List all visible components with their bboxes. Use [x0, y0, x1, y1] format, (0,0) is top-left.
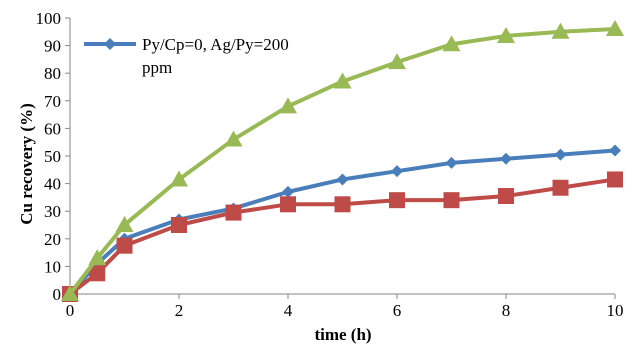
data-point-square: [225, 204, 242, 221]
data-point-diamond: [609, 144, 621, 157]
data-point-square: [389, 192, 405, 209]
legend: Py/Cp=0, Ag/Py=200 ppm: [84, 35, 289, 77]
data-point-square: [607, 171, 623, 188]
data-point-square: [552, 179, 569, 196]
data-point-square: [89, 265, 106, 282]
y-tick-label: 60: [44, 119, 61, 138]
data-point-triangle: [606, 20, 624, 37]
y-tick-label: 10: [44, 257, 61, 276]
x-tick-label: 6: [393, 301, 402, 320]
y-tick-label: 40: [44, 175, 61, 194]
y-axis-title: Cu recovery (%): [17, 103, 36, 224]
data-point-square: [334, 196, 351, 213]
x-tick-label: 2: [175, 301, 184, 320]
series-1: [64, 144, 621, 300]
axes: 0 10 20 30 40 50 60 70 80 90 100 0 2 4 6 8 10: [36, 9, 624, 320]
y-tick-label: 70: [44, 92, 61, 111]
data-point-diamond: [554, 148, 567, 161]
series-3: [61, 20, 624, 301]
data-point-triangle: [551, 22, 570, 39]
data-point-triangle: [224, 130, 243, 147]
data-point-triangle: [388, 53, 406, 70]
data-point-square: [171, 217, 187, 233]
data-point-diamond: [391, 165, 403, 178]
data-point-triangle: [279, 97, 297, 114]
x-axis-title: time (h): [314, 325, 371, 344]
data-point-triangle: [88, 249, 107, 266]
data-point-triangle: [497, 26, 515, 43]
y-tick-label: 100: [36, 9, 62, 28]
series-2: [62, 171, 623, 302]
y-tick-label: 30: [44, 202, 61, 221]
data-point-square: [116, 237, 133, 254]
data-point-diamond: [282, 185, 294, 198]
x-tick-label: 10: [607, 301, 624, 320]
x-tick-label: 8: [502, 301, 511, 320]
data-point-triangle: [442, 35, 461, 52]
data-point-square: [280, 196, 296, 213]
x-tick-label: 0: [66, 301, 75, 320]
y-tick-label: 80: [44, 64, 61, 83]
series-layer: [61, 20, 624, 302]
data-point-diamond: [445, 156, 458, 169]
data-point-diamond: [104, 38, 116, 50]
series-line: [68, 148, 616, 296]
data-point-triangle: [170, 170, 188, 187]
y-tick-label: 90: [44, 37, 61, 56]
legend-label: Py/Cp=0, Ag/Py=200: [142, 35, 289, 54]
data-point-triangle: [333, 72, 352, 89]
data-point-diamond: [500, 152, 512, 165]
y-tick-label: 20: [44, 230, 61, 249]
y-tick-label: 0: [53, 285, 62, 304]
data-point-square: [498, 188, 514, 205]
data-point-triangle: [61, 285, 79, 301]
y-tick-label: 50: [44, 147, 61, 166]
data-point-triangle: [115, 216, 134, 232]
x-tick-label: 4: [284, 301, 293, 320]
legend-label: ppm: [142, 58, 172, 77]
data-point-square: [443, 192, 460, 209]
data-point-diamond: [336, 173, 349, 186]
